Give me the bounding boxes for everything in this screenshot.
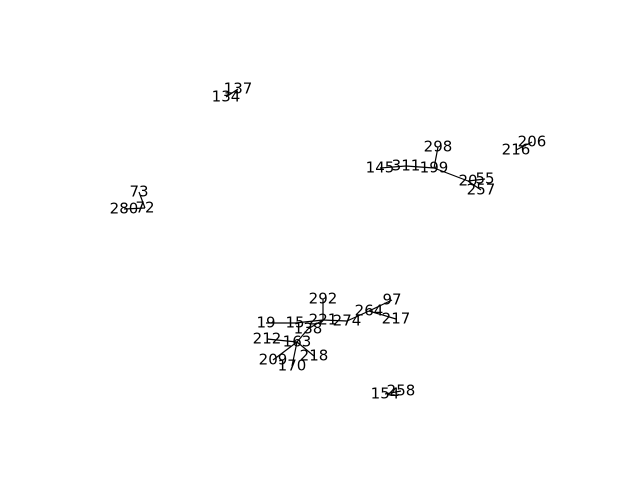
- node-label-311: 311: [392, 157, 421, 175]
- edge-97-264: [368, 299, 393, 312]
- node-label-298: 298: [424, 138, 453, 156]
- node-label-72: 72: [135, 199, 154, 217]
- node-label-212: 212: [253, 330, 282, 348]
- node-label-274: 274: [333, 312, 362, 330]
- node-label-55: 55: [475, 170, 494, 188]
- node-label-154: 154: [371, 385, 400, 403]
- node-label-97: 97: [382, 291, 401, 309]
- edge-212-163: [266, 338, 298, 343]
- node-label-209: 209: [259, 351, 288, 369]
- node-label-20: 20: [458, 172, 477, 190]
- edge-20-55: [467, 178, 486, 182]
- node-label-137: 137: [224, 80, 253, 98]
- node-label-138: 138: [294, 320, 323, 338]
- edge-264-217: [368, 310, 397, 320]
- node-label-73: 73: [129, 183, 148, 201]
- edge-20-257: [467, 180, 482, 191]
- edge-137-134: [225, 88, 239, 98]
- edge-206-216: [515, 141, 533, 151]
- edge-311-199: [405, 165, 435, 169]
- node-label-292: 292: [309, 290, 338, 308]
- edge-138-163: [296, 328, 309, 343]
- edge-163-170: [291, 341, 298, 367]
- node-label-19: 19: [256, 314, 275, 332]
- node-label-216: 216: [502, 141, 531, 159]
- node-label-145: 145: [366, 159, 395, 177]
- node-label-217: 217: [382, 310, 411, 328]
- edge-280-72: [123, 207, 146, 210]
- node-label-258: 258: [387, 382, 416, 400]
- edge-298-199: [433, 146, 439, 169]
- edge-154-258: [384, 390, 402, 395]
- node-label-134: 134: [212, 88, 241, 106]
- edge-264-274: [346, 310, 370, 322]
- node-label-15: 15: [285, 314, 304, 332]
- edge-145-311: [379, 165, 407, 169]
- edge-199-20: [433, 167, 469, 182]
- node-label-199: 199: [420, 159, 449, 177]
- edges-layer: [123, 88, 533, 395]
- edge-15-221: [294, 319, 324, 324]
- node-label-163: 163: [283, 333, 312, 351]
- edge-163-218: [296, 341, 315, 357]
- edge-221-138: [307, 319, 324, 330]
- edge-274-221: [322, 319, 348, 322]
- node-label-280: 280: [110, 200, 139, 218]
- node-label-206: 206: [518, 133, 547, 151]
- edge-163-209: [272, 341, 298, 361]
- node-label-221: 221: [309, 311, 338, 329]
- node-label-264: 264: [355, 302, 384, 320]
- edge-73-72: [138, 191, 146, 209]
- node-label-218: 218: [300, 347, 329, 365]
- node-label-170: 170: [278, 357, 307, 375]
- node-label-257: 257: [467, 181, 496, 199]
